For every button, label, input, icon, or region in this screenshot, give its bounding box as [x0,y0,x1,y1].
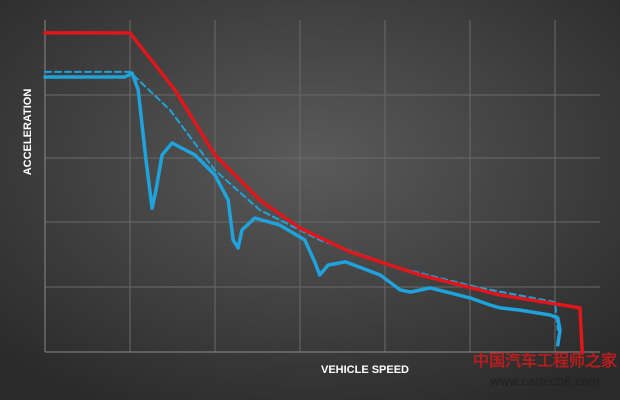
line [43,71,562,347]
watermark: 中国汽车工程师之家 [473,351,618,370]
y-axis-label: ACCELERATION [22,89,34,176]
watermark: www.cartech8.com [489,373,599,388]
dashed-line [44,70,559,332]
line [43,31,584,354]
x-axis-label: VEHICLE SPEED [321,364,409,376]
